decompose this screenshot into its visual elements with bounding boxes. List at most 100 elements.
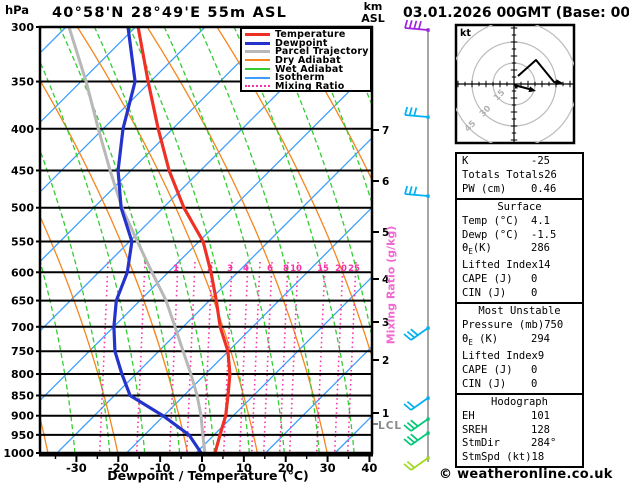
wind-barb <box>403 396 430 411</box>
svg-text:300: 300 <box>11 21 34 34</box>
stats-row: CAPE (J) 0 <box>457 273 582 287</box>
stats-row-value: 294 <box>531 332 550 345</box>
svg-text:4: 4 <box>382 274 389 286</box>
stats-row: SREH 128 <box>457 424 582 438</box>
plot-border <box>38 25 374 457</box>
svg-text:700: 700 <box>11 321 34 334</box>
wind-barb <box>404 19 430 32</box>
stats-row-label: Pressure (mb) <box>462 319 545 332</box>
sounding-curves <box>67 27 232 453</box>
stats-row-label: Lifted Index <box>462 259 538 272</box>
stats-row-label: CAPE (J) <box>462 363 513 376</box>
legend-item-temperature: Temperature <box>242 28 370 40</box>
svg-text:2: 2 <box>382 355 389 367</box>
stats-row: StmDir 284° <box>457 437 582 451</box>
svg-text:20: 20 <box>278 461 294 475</box>
legend-item-label: Isotherm <box>275 72 325 84</box>
legend-item-label: Dry Adiabat <box>275 54 341 66</box>
stats-row: K -25 <box>457 155 582 169</box>
legend-item-label: Temperature <box>275 28 346 40</box>
stats-row-value: 128 <box>531 423 550 436</box>
legend-item-label: Mixing Ratio <box>275 80 345 92</box>
stats-row-value: 0 <box>531 363 538 376</box>
stats-section-title: Most Unstable <box>478 305 561 318</box>
svg-text:3: 3 <box>382 317 389 329</box>
stats-row: PW (cm) 0.46 <box>457 183 582 197</box>
legend-line-swatch <box>245 32 270 36</box>
stats-row-label: K <box>462 155 469 167</box>
svg-text:350: 350 <box>11 76 34 89</box>
svg-text:20: 20 <box>335 264 347 274</box>
legend-item-wet-adiabat: Wet Adiabat <box>242 63 370 75</box>
stats-row: Temp (°C) 4.1 <box>457 215 582 229</box>
svg-text:750: 750 <box>11 345 34 358</box>
stats-row: CIN (J) 0 <box>457 287 582 301</box>
legend-item-dry-adiabat: Dry Adiabat <box>242 54 370 66</box>
legend-line-swatch <box>245 41 270 45</box>
svg-text:10: 10 <box>236 461 252 475</box>
legend-item-dewpoint: Dewpoint <box>242 37 370 49</box>
stats-row-value: 0 <box>531 377 538 390</box>
stats-section-hodograph: Hodograph EH 101 SREH 128 StmDir 284° StmSpd (k… <box>457 392 582 467</box>
svg-text:10: 10 <box>290 264 302 274</box>
legend-item-label: Wet Adiabat <box>275 63 344 75</box>
stats-section: K -25 Totals Totals 26 PW (cm) 0.46 <box>457 154 582 198</box>
wind-barb <box>403 431 430 446</box>
km-axis: 7 6 5 4 3 2 1 <box>373 125 389 425</box>
stats-table: K -25 Totals Totals 26 PW (cm) 0.46 Surface Tem… <box>455 152 584 469</box>
wet-adiabat-lines <box>40 27 372 453</box>
svg-text:1: 1 <box>173 264 179 274</box>
stats-row-label: Dewp (°C) <box>462 228 519 241</box>
svg-text:1000: 1000 <box>3 447 34 460</box>
dewpoint-curve <box>112 27 203 453</box>
stats-row-value: 4.1 <box>531 214 550 227</box>
legend-line-swatch <box>245 50 270 54</box>
svg-text:30: 30 <box>320 461 336 475</box>
svg-text:-20: -20 <box>108 461 129 475</box>
svg-text:-30: -30 <box>66 461 87 475</box>
temp-axis-ticks: -30 -20 -10 0 10 20 30 40 <box>54 456 377 475</box>
stats-section-title: Surface <box>497 200 542 213</box>
svg-text:3: 3 <box>227 264 233 274</box>
svg-text:40: 40 <box>361 461 377 475</box>
stats-row-value: 750 <box>544 319 564 332</box>
stats-row-value: 284° <box>531 437 557 450</box>
svg-text:950: 950 <box>11 429 34 442</box>
svg-text:1: 1 <box>382 408 389 420</box>
stats-row: Lifted Index 9 <box>457 350 582 364</box>
sounding-datetime: 03.01.2026 00GMT (Base: 00) <box>403 5 629 21</box>
wind-barb-column <box>403 19 430 471</box>
legend-item-isotherm: Isotherm <box>242 72 370 84</box>
legend-item-parcel-trajectory: Parcel Trajectory <box>242 46 370 57</box>
chart-legend: Temperature Dewpoint Parcel Trajectory Dry … <box>240 27 372 92</box>
svg-text:25: 25 <box>348 264 360 274</box>
wind-barb <box>403 326 430 341</box>
legend-line-swatch <box>245 68 270 71</box>
legend-item-label: Dewpoint <box>275 37 328 49</box>
stats-row-label: EH <box>462 409 475 422</box>
stats-row: Pressure (mb) 750 <box>457 319 582 333</box>
svg-text:400: 400 <box>11 123 34 136</box>
stats-row-label: Temp (°C) <box>462 214 519 227</box>
stats-row-label: PW (cm) <box>462 182 507 195</box>
hodograph-trace <box>513 59 563 93</box>
stats-row-label: StmSpd (kt) <box>462 451 532 464</box>
wind-barb <box>403 417 430 432</box>
svg-text:500: 500 <box>11 202 34 215</box>
stats-row-value: 18 <box>531 451 545 464</box>
stats-row-value: -25 <box>531 155 550 167</box>
svg-text:5: 5 <box>382 227 389 239</box>
stats-row-value: 286 <box>531 242 550 255</box>
stats-row-value: 26 <box>544 168 557 181</box>
temperature-curve <box>136 27 232 453</box>
stats-row: θE (K) 294 <box>457 333 582 350</box>
stats-row: Lifted Index 14 <box>457 259 582 273</box>
sounding-title: 40°58'N 28°49'E 55m ASL <box>52 5 288 21</box>
stats-row-value: 0 <box>531 287 538 300</box>
svg-text:450: 450 <box>11 164 34 177</box>
svg-text:-10: -10 <box>150 461 171 475</box>
stats-row-label: StmDir <box>462 437 500 450</box>
svg-text:650: 650 <box>11 295 34 308</box>
altitude-unit-label: km ASL <box>356 1 390 25</box>
